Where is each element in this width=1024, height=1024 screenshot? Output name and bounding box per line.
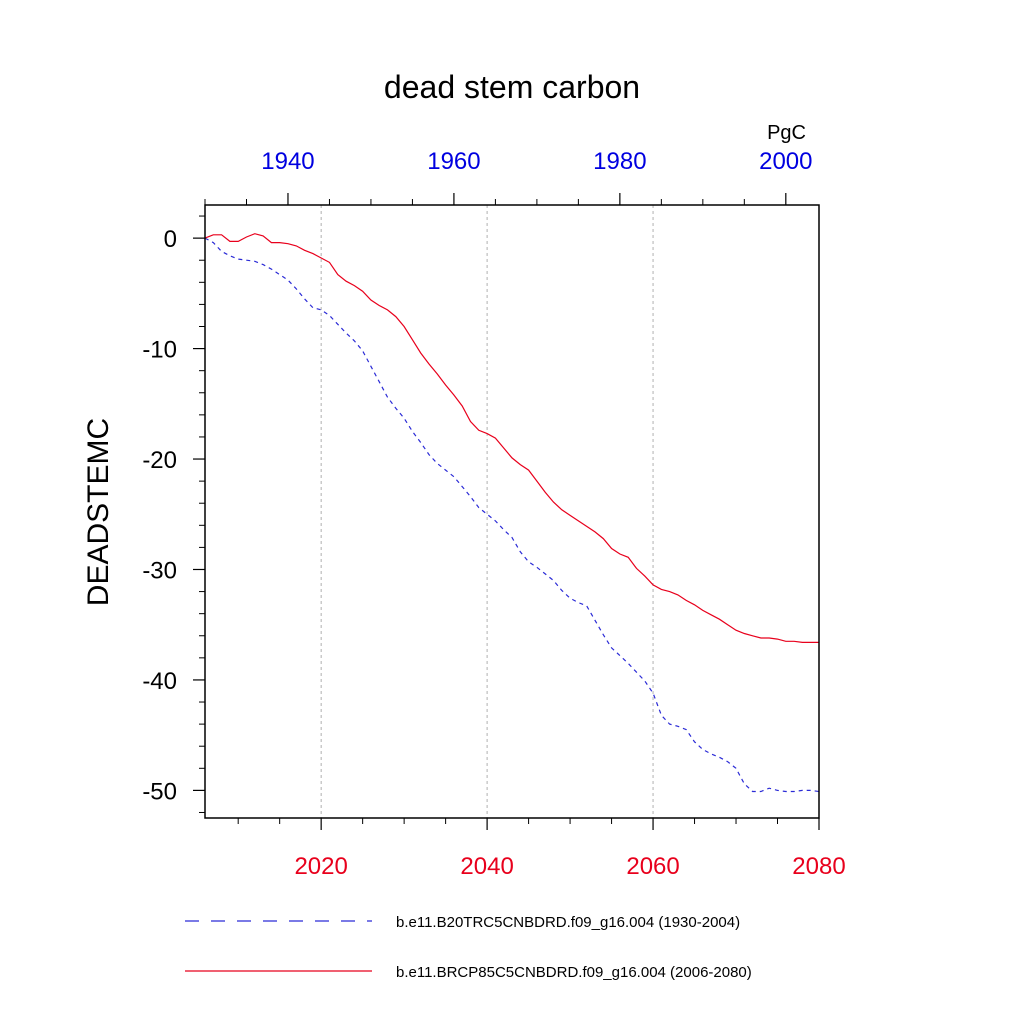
x-bottom-tick-label: 2020 (294, 853, 347, 880)
x-top-tick-label: 1960 (427, 148, 480, 175)
x-top-tick-label: 1980 (593, 148, 646, 175)
series-line-rcp85 (204, 233, 819, 644)
legend: b.e11.B20TRC5CNBDRD.f09_g16.004 (1930-20… (185, 914, 752, 981)
y-axis-label: DEADSTEMC (82, 418, 115, 606)
legend-label: b.e11.BRCP85C5CNBDRD.f09_g16.004 (2006-2… (396, 964, 752, 981)
units-label: PgC (767, 122, 806, 144)
x-bottom-tick-label: 2040 (460, 853, 513, 880)
plot-area-frame (204, 204, 820, 819)
x-top-tick-label: 1940 (261, 148, 314, 175)
series-line-historical (204, 237, 820, 793)
chart-title: dead stem carbon (384, 69, 640, 105)
y-tick-label: -50 (142, 778, 177, 805)
series-layer (204, 233, 820, 793)
x-bottom-tick-label: 2080 (792, 853, 845, 880)
axes: 0 -10 -20 -30 -40 -50 2020 2040 2060 2080 1940 1960… (142, 148, 845, 880)
y-tick-label: -40 (142, 668, 177, 695)
y-tick-label: -30 (142, 557, 177, 584)
x-bottom-tick-label: 2060 (626, 853, 679, 880)
y-tick-label: -20 (142, 447, 177, 474)
x-top-tick-label: 2000 (759, 148, 812, 175)
legend-label: b.e11.B20TRC5CNBDRD.f09_g16.004 (1930-20… (396, 914, 740, 931)
y-tick-label: 0 (164, 226, 177, 253)
vertical-grid (320, 205, 654, 818)
y-tick-label: -10 (142, 337, 177, 364)
